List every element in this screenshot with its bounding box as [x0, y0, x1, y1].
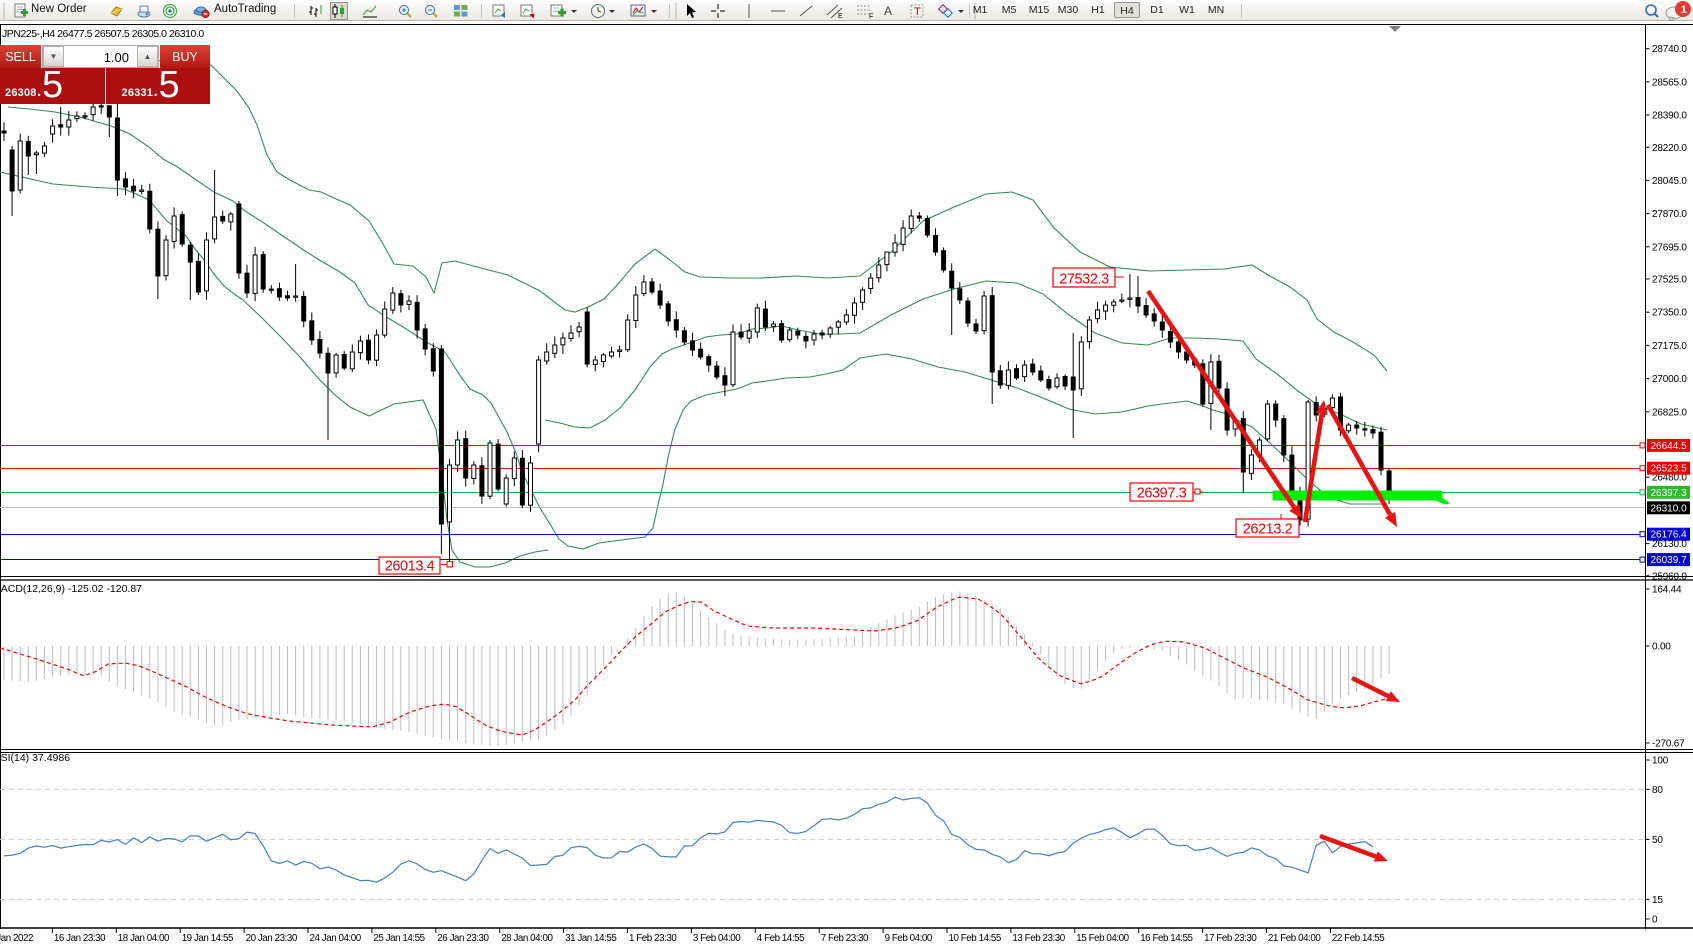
svg-text:28390.0: 28390.0	[1652, 111, 1687, 122]
svg-text:26825.0: 26825.0	[1652, 407, 1687, 418]
svg-text:26397.3: 26397.3	[1651, 488, 1688, 499]
svg-text:T: T	[914, 6, 921, 18]
svg-text:19 Jan 14:55: 19 Jan 14:55	[182, 933, 234, 944]
svg-text:26 Jan 23:30: 26 Jan 23:30	[437, 933, 489, 944]
svg-text:26176.4: 26176.4	[1651, 530, 1688, 541]
svg-text:18 Jan 04:00: 18 Jan 04:00	[118, 933, 170, 944]
svg-text:26644.5: 26644.5	[1651, 441, 1688, 452]
svg-text:15 Feb 04:00: 15 Feb 04:00	[1076, 933, 1129, 944]
svg-text:164.44: 164.44	[1652, 585, 1682, 596]
svg-text:-270.67: -270.67	[1652, 739, 1685, 750]
svg-text:27175.0: 27175.0	[1652, 341, 1687, 352]
svg-text:1 Feb 23:30: 1 Feb 23:30	[629, 933, 677, 944]
svg-text:10 Feb 14:55: 10 Feb 14:55	[949, 933, 1002, 944]
svg-text:27870.0: 27870.0	[1652, 209, 1687, 220]
svg-text:16 Feb 14:55: 16 Feb 14:55	[1140, 933, 1193, 944]
svg-text:27350.0: 27350.0	[1652, 308, 1687, 319]
svg-text:25 Jan 14:55: 25 Jan 14:55	[373, 933, 425, 944]
svg-text:100: 100	[1652, 756, 1669, 767]
svg-text:26480.0: 26480.0	[1652, 473, 1687, 484]
svg-text:7 Feb 23:30: 7 Feb 23:30	[821, 933, 869, 944]
svg-text:MACD(12,26,9) -125.02 -120.87: MACD(12,26,9) -125.02 -120.87	[0, 583, 142, 595]
svg-text:F: F	[869, 13, 873, 19]
svg-text:26013.4: 26013.4	[385, 559, 435, 575]
svg-text:28 Jan 04:00: 28 Jan 04:00	[501, 933, 553, 944]
svg-text:21 Feb 04:00: 21 Feb 04:00	[1268, 933, 1321, 944]
svg-text:26523.5: 26523.5	[1651, 464, 1688, 475]
svg-text:27532.3: 27532.3	[1059, 272, 1109, 288]
svg-text:26039.7: 26039.7	[1651, 555, 1688, 566]
svg-text:28565.0: 28565.0	[1652, 77, 1687, 88]
svg-text:4 Feb 14:55: 4 Feb 14:55	[757, 933, 805, 944]
svg-text:28045.0: 28045.0	[1652, 176, 1687, 187]
svg-text:E: E	[838, 13, 843, 19]
svg-text:RSI(14) 37.4986: RSI(14) 37.4986	[0, 752, 70, 764]
svg-text:13 Feb 23:30: 13 Feb 23:30	[1012, 933, 1065, 944]
svg-text:14 Jan 2022: 14 Jan 2022	[0, 933, 33, 944]
svg-text:1: 1	[1681, 4, 1687, 16]
svg-text:26397.3: 26397.3	[1137, 486, 1187, 502]
svg-text:JPN225-,H4 26477.5 26507.5 26: JPN225-,H4 26477.5 26507.5 26305.0 26310…	[2, 28, 204, 40]
svg-text:16 Jan 23:30: 16 Jan 23:30	[54, 933, 106, 944]
svg-text:17 Feb 23:30: 17 Feb 23:30	[1204, 933, 1257, 944]
svg-text:15: 15	[1652, 895, 1663, 906]
svg-text:27695.0: 27695.0	[1652, 242, 1687, 253]
svg-text:26130.0: 26130.0	[1652, 539, 1687, 550]
svg-text:50: 50	[1652, 835, 1663, 846]
svg-text:27000.0: 27000.0	[1652, 374, 1687, 385]
svg-text:22 Feb 14:55: 22 Feb 14:55	[1332, 933, 1385, 944]
svg-text:9 Feb 04:00: 9 Feb 04:00	[885, 933, 933, 944]
svg-text:80: 80	[1652, 785, 1663, 796]
svg-text:0: 0	[1652, 915, 1658, 926]
svg-text:31 Jan 14:55: 31 Jan 14:55	[565, 933, 617, 944]
svg-text:24 Jan 04:00: 24 Jan 04:00	[310, 933, 362, 944]
svg-text:25960.0: 25960.0	[1652, 571, 1687, 582]
svg-text:A: A	[884, 4, 892, 18]
svg-text:20 Jan 23:30: 20 Jan 23:30	[246, 933, 298, 944]
svg-text:26213.2: 26213.2	[1243, 522, 1293, 538]
svg-text:27525.0: 27525.0	[1652, 275, 1687, 286]
svg-text:28220.0: 28220.0	[1652, 143, 1687, 154]
svg-text:0.00: 0.00	[1652, 642, 1671, 653]
svg-text:26310.0: 26310.0	[1651, 503, 1688, 514]
svg-text:28740.0: 28740.0	[1652, 44, 1687, 55]
svg-text:3 Feb 04:00: 3 Feb 04:00	[693, 933, 741, 944]
